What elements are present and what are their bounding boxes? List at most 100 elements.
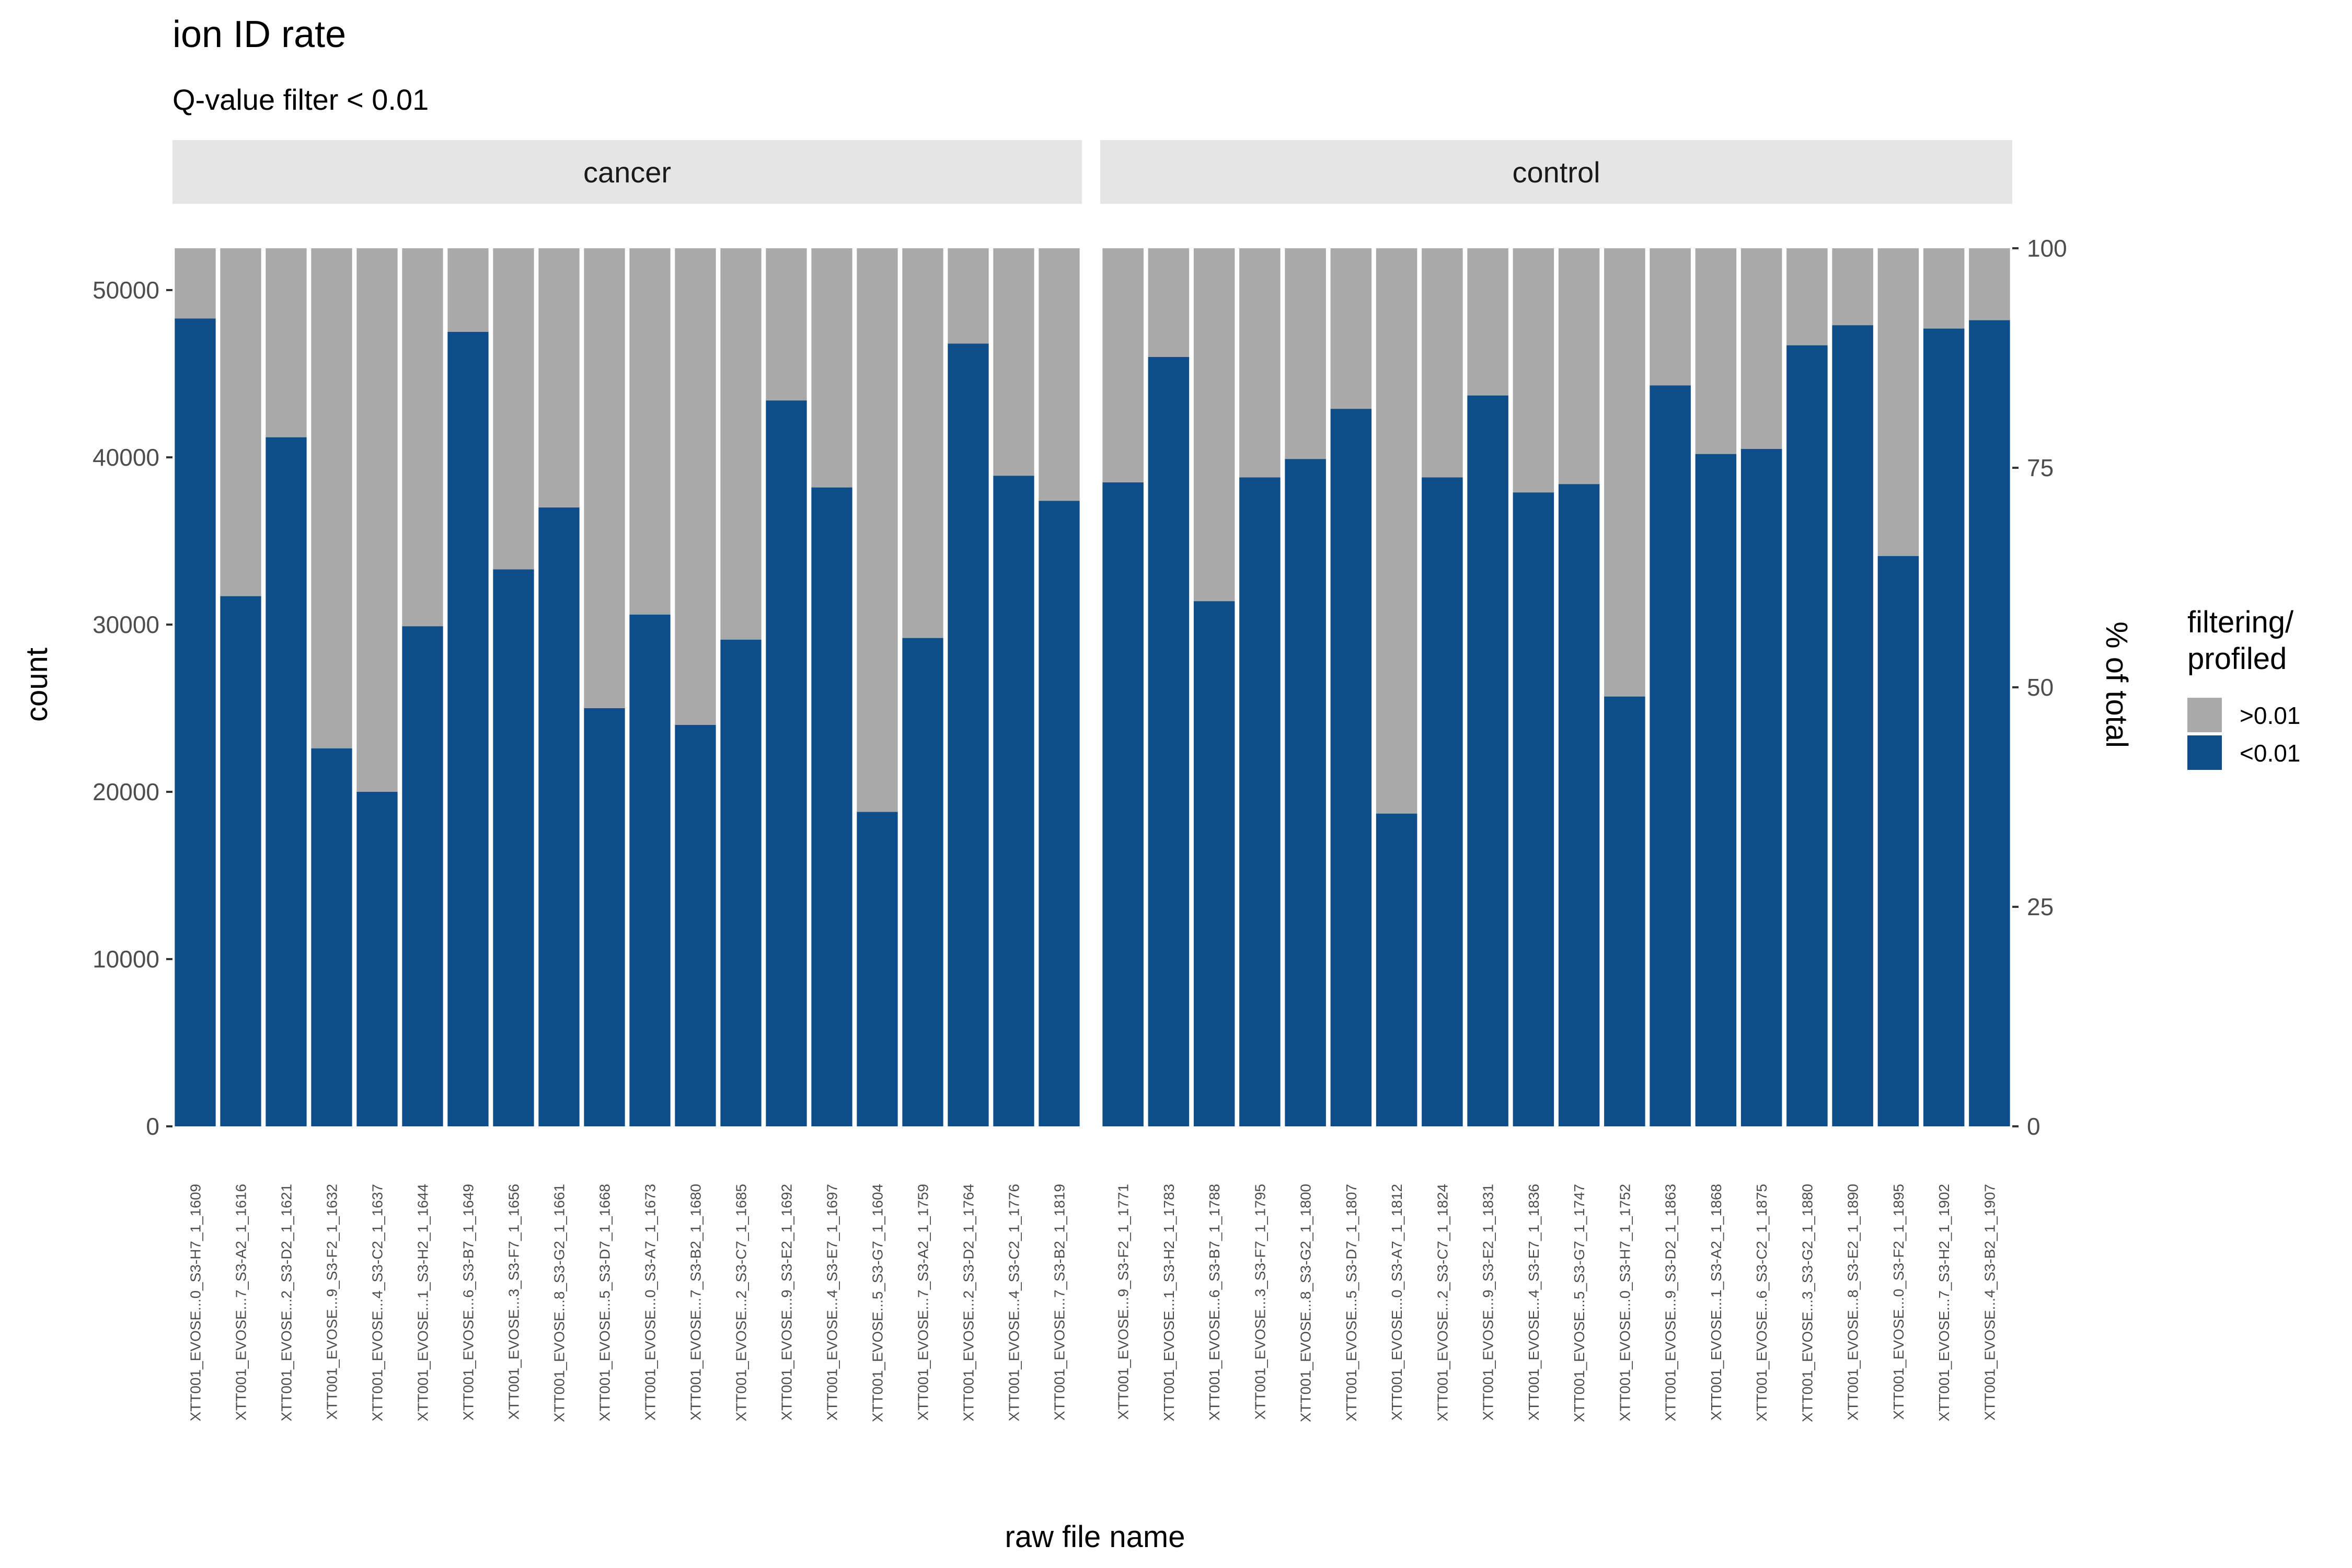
x-tick-label: XTT001_EVOSE...2_S3-D2_1_1621 <box>279 1184 295 1422</box>
bar-above-threshold <box>1148 248 1190 357</box>
bar-above-threshold <box>1558 248 1600 485</box>
bar-above-threshold <box>311 248 352 748</box>
bar-above-threshold <box>948 248 989 344</box>
y-tick-label: 20000 <box>93 778 159 805</box>
bar-above-threshold <box>1650 248 1691 386</box>
bar-above-threshold <box>175 248 216 319</box>
bar-below-threshold <box>1285 459 1326 1127</box>
bar-above-threshold <box>720 248 762 640</box>
bar-below-threshold <box>1467 395 1508 1126</box>
bar-above-threshold <box>1604 248 1645 697</box>
x-tick-label: XTT001_EVOSE...4_S3-B2_1_1907 <box>1981 1184 1998 1421</box>
bar-below-threshold <box>266 437 307 1126</box>
bar-above-threshold <box>1877 248 1919 556</box>
bar-above-threshold <box>402 248 443 627</box>
x-tick-label: XTT001_EVOSE...9_S3-E2_1_1692 <box>779 1184 795 1421</box>
y-axis-title: count <box>20 648 54 722</box>
bar-below-threshold <box>1102 482 1144 1126</box>
bar-below-threshold <box>857 812 898 1126</box>
bar-below-threshold <box>720 639 762 1126</box>
x-tick-label: XTT001_EVOSE...9_S3-F2_1_1632 <box>324 1184 340 1420</box>
bar-below-threshold <box>948 343 989 1126</box>
x-tick-label: XTT001_EVOSE...0_S3-H7_1_1609 <box>188 1184 204 1422</box>
x-tick-label: XTT001_EVOSE...4_S3-C2_1_1637 <box>370 1184 386 1422</box>
facet-strip-cancer <box>172 140 1082 204</box>
x-tick-label: XTT001_EVOSE...7_S3-A2_1_1616 <box>233 1184 249 1421</box>
x-tick-label: XTT001_EVOSE...7_S3-B2_1_1819 <box>1052 1184 1068 1421</box>
x-tick-label: XTT001_EVOSE...1_S3-A2_1_1868 <box>1708 1184 1724 1421</box>
x-tick-label: XTT001_EVOSE...1_S3-H2_1_1783 <box>1161 1184 1177 1422</box>
x-tick-label: XTT001_EVOSE...8_S3-G2_1_1800 <box>1298 1184 1314 1422</box>
y-axis-left: 0 10000 20000 30000 40000 50000 <box>93 276 172 1140</box>
y-tick-label: 0 <box>146 1113 159 1140</box>
legend-label: >0.01 <box>2240 702 2300 729</box>
x-tick-label: XTT001_EVOSE...2_S3-C7_1_1824 <box>1434 1184 1450 1422</box>
bar-below-threshold <box>1604 696 1645 1126</box>
bar-above-threshold <box>1695 248 1737 454</box>
x-tick-label: XTT001_EVOSE...3_S3-F7_1_1795 <box>1252 1184 1268 1420</box>
chart-title: ion ID rate <box>172 14 346 55</box>
x-tick-label: XTT001_EVOSE...4_S3-E7_1_1836 <box>1526 1184 1542 1421</box>
y2-tick-label: 100 <box>2027 235 2067 262</box>
panel-control: control XTT001_EVOSE...9_S3-F2_1_1771 XTT0… <box>1100 140 2012 1422</box>
x-tick-label: XTT001_EVOSE...4_S3-C2_1_1776 <box>1006 1184 1022 1422</box>
bar-above-threshold <box>1923 248 1965 329</box>
y-tick-label: 10000 <box>93 946 159 973</box>
x-tick-label: XTT001_EVOSE...5_S3-D7_1_1668 <box>597 1184 613 1422</box>
legend-title: filtering/ <box>2187 605 2294 639</box>
bar-below-threshold <box>811 487 852 1126</box>
bar-below-threshold <box>1695 454 1737 1126</box>
bar-above-threshold <box>1285 248 1326 459</box>
bar-above-threshold <box>902 248 943 638</box>
bar-below-threshold <box>1877 556 1919 1126</box>
bar-below-threshold <box>311 748 352 1126</box>
y-tick-label: 40000 <box>93 444 159 471</box>
bar-below-threshold <box>1376 813 1417 1126</box>
bar-below-threshold <box>1923 328 1965 1126</box>
bar-below-threshold <box>493 569 534 1126</box>
x-tick-label: XTT001_EVOSE...6_S3-B7_1_1649 <box>460 1184 477 1421</box>
bar-below-threshold <box>1513 492 1554 1127</box>
bar-above-threshold <box>1376 248 1417 814</box>
bar-below-threshold <box>175 318 216 1126</box>
bar-above-threshold <box>1467 248 1508 396</box>
x-tick-label: XTT001_EVOSE...5_S3-G7_1_1747 <box>1571 1184 1587 1422</box>
x-tick-label: XTT001_EVOSE...3_S3-F7_1_1656 <box>506 1184 522 1420</box>
x-tick-label: XTT001_EVOSE...5_S3-D7_1_1807 <box>1343 1184 1359 1422</box>
y2-tick-label: 75 <box>2027 454 2054 481</box>
facet-label: control <box>1512 156 1600 189</box>
x-tick-label: XTT001_EVOSE...0_S3-F2_1_1895 <box>1890 1184 1907 1420</box>
bar-below-threshold <box>902 638 943 1126</box>
legend-label: <0.01 <box>2240 740 2300 767</box>
x-tick-label: XTT001_EVOSE...6_S3-B7_1_1788 <box>1206 1184 1223 1421</box>
bar-above-threshold <box>1832 248 1873 326</box>
bar-above-threshold <box>857 248 898 812</box>
bar-below-threshold <box>1969 320 2010 1126</box>
x-tick-label: XTT001_EVOSE...7_S3-H2_1_1902 <box>1936 1184 1952 1422</box>
y2-tick-label: 50 <box>2027 674 2054 701</box>
y-tick-label: 50000 <box>93 276 159 304</box>
x-tick-label: XTT001_EVOSE...0_S3-H7_1_1752 <box>1617 1184 1633 1422</box>
x-tick-label: XTT001_EVOSE...8_S3-E2_1_1890 <box>1845 1184 1861 1421</box>
bar-above-threshold <box>356 248 398 792</box>
bar-above-threshold <box>993 248 1034 476</box>
bar-below-threshold <box>584 708 625 1126</box>
bar-below-threshold <box>1239 477 1281 1126</box>
facet-label: cancer <box>583 156 671 189</box>
bar-below-threshold <box>402 626 443 1126</box>
bar-above-threshold <box>220 248 261 596</box>
bar-below-threshold <box>1650 385 1691 1126</box>
bar-below-threshold <box>1832 325 1873 1127</box>
x-tick-label: XTT001_EVOSE...7_S3-B2_1_1680 <box>688 1184 704 1421</box>
y2-tick-label: 0 <box>2027 1113 2040 1140</box>
bar-above-threshold <box>1422 248 1463 478</box>
legend: filtering/profiled >0.01 <0.01 <box>2187 605 2300 770</box>
panel-cancer: cancer XTT001_EVOSE...0_S3-H7_1_1609 XTT00… <box>172 140 1082 1422</box>
y2-tick-label: 25 <box>2027 893 2054 920</box>
y-axis-right: 0 25 50 75 100 <box>2012 235 2067 1140</box>
bar-above-threshold <box>1740 248 1782 449</box>
legend-swatch <box>2187 698 2222 732</box>
bar-above-threshold <box>675 248 716 725</box>
bar-below-threshold <box>1148 357 1190 1126</box>
